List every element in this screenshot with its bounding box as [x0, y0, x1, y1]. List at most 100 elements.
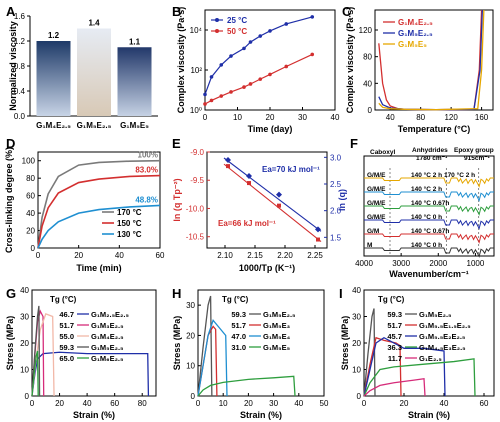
- panel-f: F Wavenumber/cm⁻¹ 4000 3000 2000 1000 G/M/E 1…: [350, 136, 495, 279]
- panel-c-y-tick-label: 40: [363, 79, 372, 88]
- panel-g-y-tick-label: 10: [20, 366, 29, 375]
- panel-e-x-tick-label: 2.25: [307, 251, 323, 260]
- panel-b-point: [219, 63, 224, 67]
- panel-h-series-line: [197, 375, 296, 397]
- panel-f-series-label: M: [367, 242, 372, 249]
- panel-i-legend-title: Tg (°C): [378, 295, 405, 304]
- panel-f-series-label: G/M/E: [367, 172, 386, 179]
- panel-i-legend-tg: 45.7: [387, 332, 402, 341]
- panel-f-x-tick-label: 1000: [467, 259, 485, 268]
- panel-i-legend-label: G₁M₅.₅E₁.₅E₂.₅: [419, 321, 471, 330]
- panel-g-legend-tg: 51.7: [59, 321, 74, 330]
- panel-i-series-line: [363, 358, 476, 397]
- panel-f-series-condition: 140 °C 0.67h: [411, 227, 449, 235]
- panel-b-point: [203, 102, 207, 106]
- panel-b-point: [310, 52, 315, 57]
- panel-b-point: [229, 54, 233, 58]
- panel-g-legend-label: G₁M₆E₂.₅: [91, 354, 124, 363]
- panel-e-point: [247, 181, 251, 186]
- panel-c-x-tick-label: 80: [416, 113, 425, 122]
- panel-h-series-line: [197, 318, 228, 397]
- panel-e-point: [225, 157, 231, 163]
- panel-i-x-tick-label: 20: [400, 399, 409, 408]
- panel-h: H Stress (MPa) Strain (%) 0 10 20 30 40 50 0 10…: [172, 286, 329, 420]
- panel-c-legend-label: G₁M₅E₅: [398, 40, 427, 49]
- panel-f-series-label: G/M/E: [367, 186, 386, 193]
- panel-h-y-label: Stress (MPa): [172, 316, 182, 371]
- panel-e-point: [316, 237, 320, 242]
- panel-h-legend-label: G₁M₅E₃: [263, 321, 291, 330]
- panel-i-y-tick-label: 20: [352, 339, 361, 348]
- panel-d-y-tick-label: 60: [26, 192, 35, 201]
- panel-c-y-tick-label: 0: [368, 106, 373, 115]
- panel-g-x-tick-label: 20: [55, 399, 64, 408]
- panel-e-point: [226, 164, 230, 169]
- panel-g-legend-tg: 59.3: [59, 343, 74, 352]
- panel-e-frame: [206, 151, 328, 249]
- panel-a-data-label: 1.1: [129, 37, 141, 46]
- panel-i-y-label: Stress (MPa): [340, 316, 350, 371]
- panel-b-series-line: [204, 16, 313, 95]
- panel-h-legend-label: G₁M₅E₄: [263, 332, 291, 341]
- panel-b-y-label: Complex viscosity (Pa·s): [176, 7, 186, 114]
- panel-d-end-label: 48.8%: [135, 195, 158, 204]
- panel-h-x-tick-label: 50: [320, 399, 329, 408]
- panel-f-x-tick-label: 2000: [429, 259, 447, 268]
- panel-b-point: [209, 75, 214, 79]
- panel-i-x-tick-label: 0: [362, 399, 367, 408]
- panel-g-y-tick-label: 0: [25, 392, 30, 401]
- panel-h-x-label: Strain (%): [240, 410, 282, 420]
- panel-b-point: [258, 34, 263, 38]
- panel-a-y-label: Normalized viscosity: [8, 21, 18, 111]
- panel-g-y-label: Stress (MPa): [5, 316, 15, 371]
- panel-e-letter: E: [172, 136, 181, 151]
- panel-d-y-tick-label: 100: [22, 157, 36, 166]
- panel-b-x-tick-label: 0: [203, 113, 208, 122]
- panel-i: I Stress (MPa) Strain (%) 0 20 40 60 0 10 20 30…: [339, 286, 495, 420]
- panel-b-point: [248, 82, 253, 86]
- panel-e-y-right-tick-label: 2.0: [330, 207, 342, 216]
- panel-c-legend-label: G₁M₅E₂.₅: [398, 29, 433, 38]
- panel-c-x-tick-label: 160: [475, 113, 489, 122]
- panel-i-legend-label: G₁M₄.₅E₃E₂.₅: [419, 343, 466, 352]
- panel-i-x-tick-label: 40: [440, 399, 449, 408]
- panel-c-series-line: [378, 9, 485, 111]
- panel-b-x-tick-label: 40: [331, 113, 340, 122]
- panel-i-legend-label: G₁E₂.₅: [419, 354, 442, 363]
- panel-f-series-condition: 140 °C 0.67h: [411, 199, 449, 207]
- panel-f-band-label: Caboxyl: [370, 149, 395, 156]
- panel-h-x-tick-label: 10: [219, 399, 228, 408]
- panel-f-x-tick-label: 3000: [392, 259, 410, 268]
- panel-f-band-label: 915cm⁻¹: [464, 155, 490, 162]
- panel-g-series-line: [31, 351, 150, 397]
- panel-f-spectrum: [364, 247, 494, 258]
- panel-a-bar: [77, 28, 111, 116]
- panel-i-series-line: [363, 308, 376, 397]
- panel-e-y-right-tick-label: 3.0: [330, 153, 342, 162]
- panel-a-bar: [36, 41, 71, 116]
- panel-f-series-condition: 140 °C 2 h 170 °C 2 h: [411, 171, 475, 179]
- panel-f-spectrum: [364, 233, 494, 244]
- panel-a-letter: A: [6, 4, 16, 19]
- panel-a-data-label: 1.2: [48, 31, 60, 40]
- panel-g-y-tick-label: 40: [20, 286, 29, 295]
- panel-f-series-label: G/M/E: [367, 200, 386, 207]
- panel-d-x-tick-label: 20: [74, 251, 83, 260]
- panel-d-legend-label: 130 °C: [117, 230, 142, 239]
- panel-i-x-tick-label: 60: [480, 399, 489, 408]
- panel-b-point: [248, 40, 253, 44]
- panel-d-series-line: [37, 159, 161, 249]
- panel-b-y-tick-label: 10⁰: [190, 106, 202, 115]
- panel-d-x-label: Time (min): [76, 263, 121, 273]
- panel-g-legend-label: G₁M₂.₅E₂.₅: [91, 310, 129, 319]
- panel-g-series-line: [31, 305, 41, 397]
- panel-h-legend-tg: 59.3: [231, 310, 246, 319]
- panel-e-point: [246, 173, 252, 179]
- panel-c-y-label: Complex viscosity (Pa·s): [345, 7, 355, 114]
- panel-b-x-tick-label: 20: [266, 113, 275, 122]
- panel-b-legend-label: 25 °C: [227, 16, 247, 25]
- panel-e: E ln (q Tp⁻²) ln (q) 1000/Tp (K⁻¹) 2.10 2…: [172, 136, 347, 273]
- panel-e-point: [277, 203, 281, 208]
- panel-b-legend-label: 50 °C: [227, 27, 247, 36]
